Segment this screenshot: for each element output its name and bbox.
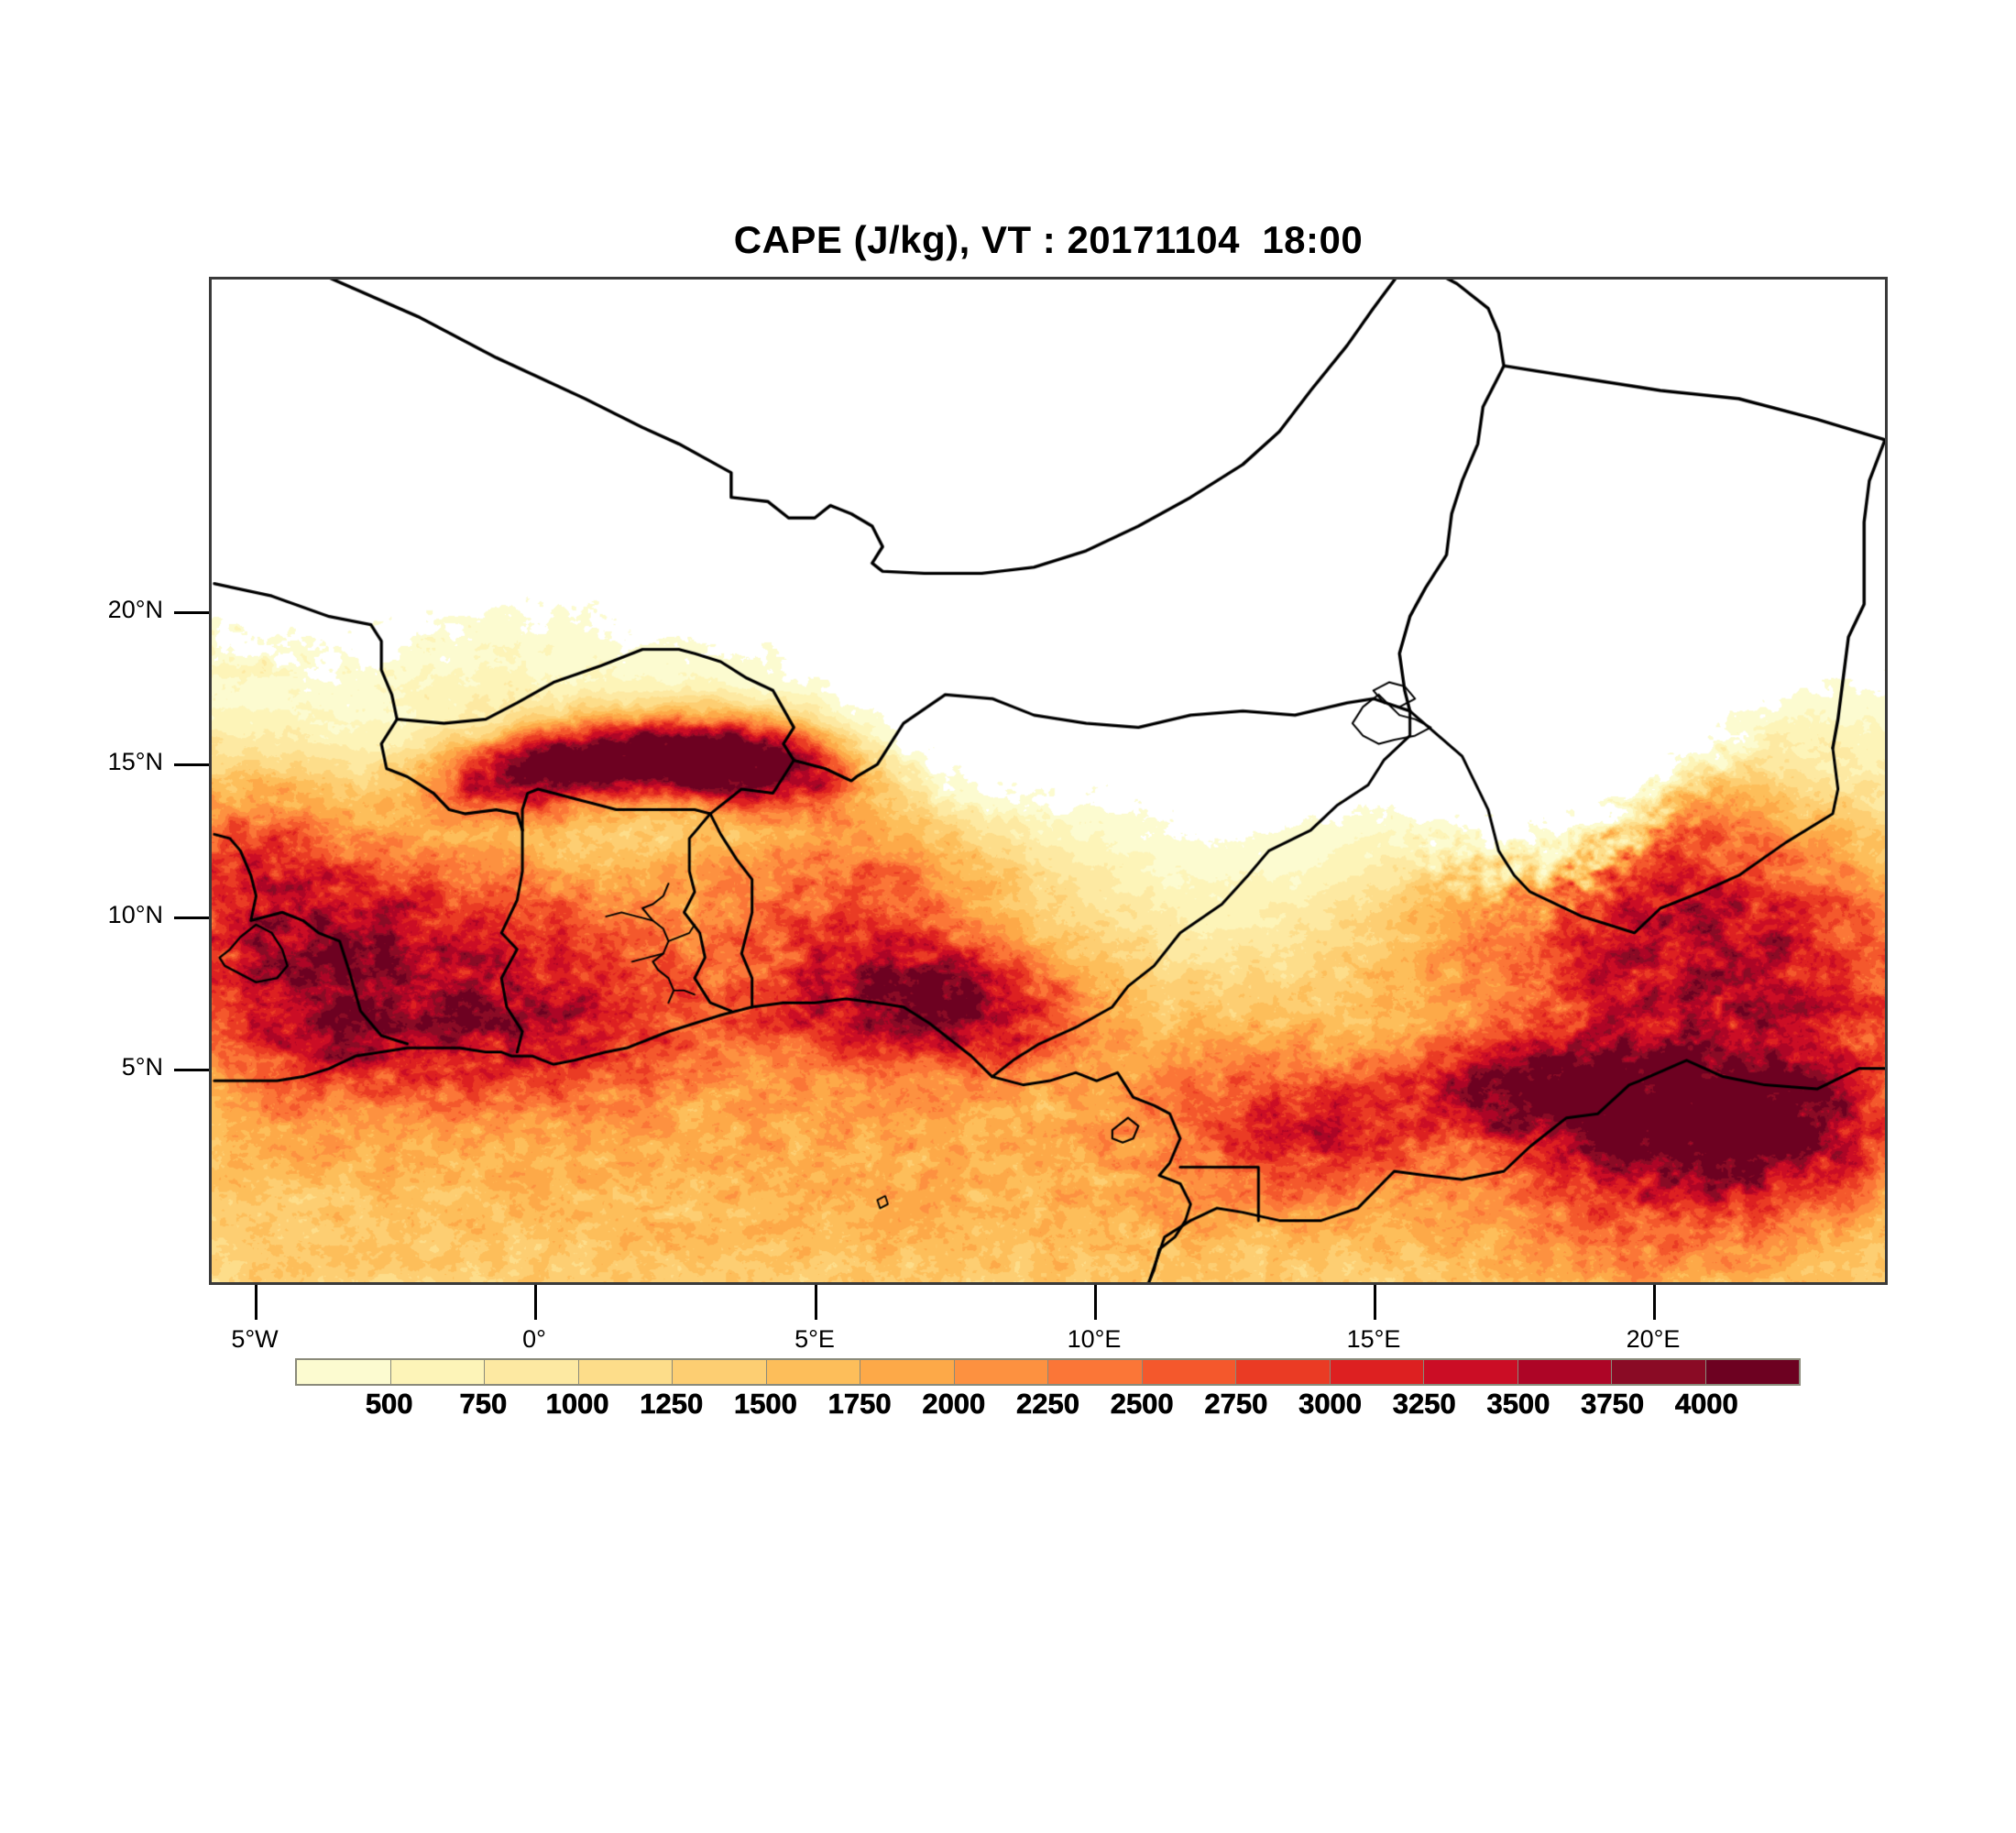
colorbar-tick-label: 2750 <box>1204 1388 1268 1421</box>
colorbar-segment <box>1612 1360 1706 1384</box>
colorbar-segment <box>1330 1360 1424 1384</box>
colorbar-tick-label: 3750 <box>1581 1388 1645 1421</box>
latitude-tick-label: 20°N <box>107 596 163 623</box>
colorbar-tick-label: 2000 <box>922 1388 986 1421</box>
colorbar-tick-label: 1000 <box>545 1388 609 1421</box>
colorbar <box>295 1358 1801 1386</box>
longitude-tick-mark <box>1094 1285 1097 1320</box>
longitude-tick-label: 10°E <box>1067 1325 1122 1353</box>
colorbar-segment <box>1705 1360 1799 1384</box>
colorbar-segment <box>766 1360 860 1384</box>
latitude-tick-mark <box>174 916 209 919</box>
page-title: CAPE (J/kg), VT : 20171104 18:00 <box>733 218 1364 261</box>
longitude-tick-mark <box>255 1285 257 1320</box>
colorbar-tick-label: 3000 <box>1298 1388 1363 1421</box>
colorbar-strip <box>297 1360 1799 1384</box>
colorbar-segment <box>1517 1360 1612 1384</box>
latitude-tick-mark <box>174 611 209 614</box>
colorbar-segment <box>860 1360 955 1384</box>
colorbar-segment <box>673 1360 767 1384</box>
longitude-tick-mark <box>534 1285 537 1320</box>
colorbar-segment <box>578 1360 673 1384</box>
colorbar-tick-label: 3500 <box>1486 1388 1550 1421</box>
colorbar-tick-label: 1750 <box>827 1388 892 1421</box>
colorbar-segment <box>485 1360 579 1384</box>
colorbar-tick-label: 4000 <box>1674 1388 1739 1421</box>
longitude-tick-label: 5°W <box>231 1325 279 1353</box>
latitude-tick-label: 5°N <box>121 1053 163 1081</box>
colorbar-segment <box>954 1360 1048 1384</box>
colorbar-tick-label: 3250 <box>1392 1388 1456 1421</box>
colorbar-segment <box>1142 1360 1236 1384</box>
longitude-tick-mark <box>1653 1285 1656 1320</box>
longitude-tick-label: 20°E <box>1626 1325 1681 1353</box>
latitude-tick-mark <box>174 763 209 766</box>
colorbar-segment <box>1048 1360 1143 1384</box>
longitude-tick-label: 0° <box>522 1325 546 1353</box>
colorbar-tick-label: 1250 <box>640 1388 704 1421</box>
colorbar-segment <box>390 1360 485 1384</box>
longitude-tick-mark <box>815 1285 817 1320</box>
longitude-tick-label: 15°E <box>1346 1325 1401 1353</box>
map-plot-area <box>209 277 1888 1285</box>
colorbar-tick-labels: 500 750 1000 1250 1500 1750 2000 2250 2500 2750 30… <box>295 1388 1801 1430</box>
colorbar-tick-label: 750 <box>459 1388 508 1421</box>
longitude-tick-mark <box>1374 1285 1376 1320</box>
colorbar-segment <box>1424 1360 1518 1384</box>
latitude-tick-mark <box>174 1069 209 1071</box>
latitude-tick-label: 10°N <box>107 901 163 928</box>
colorbar-tick-label: 2500 <box>1110 1388 1174 1421</box>
colorbar-tick-label: 2250 <box>1016 1388 1080 1421</box>
cape-contour-field <box>212 280 1885 1282</box>
colorbar-tick-label: 500 <box>365 1388 413 1421</box>
longitude-tick-label: 5°E <box>794 1325 835 1353</box>
colorbar-segment <box>297 1360 391 1384</box>
colorbar-segment <box>1236 1360 1331 1384</box>
colorbar-tick-label: 1500 <box>733 1388 798 1421</box>
latitude-tick-label: 15°N <box>107 748 163 775</box>
